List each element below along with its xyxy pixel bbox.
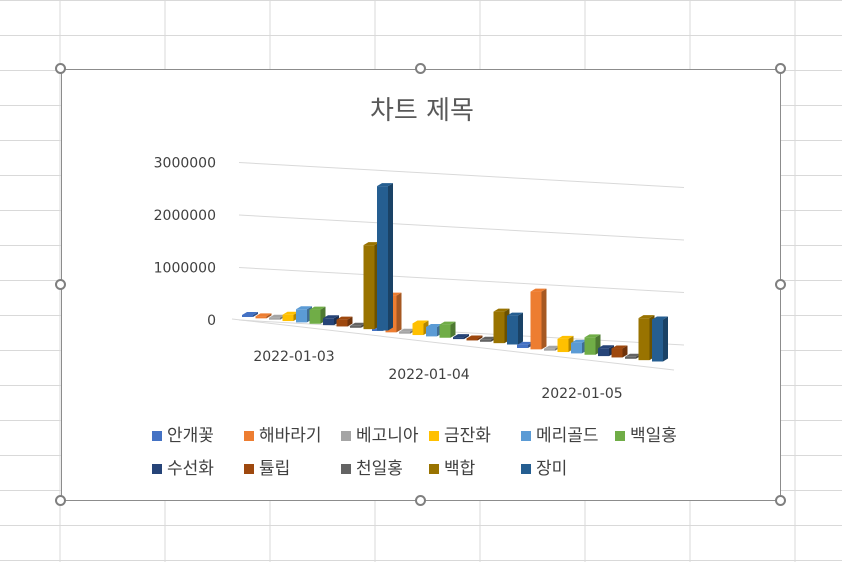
legend-entry[interactable]: 베고니아: [341, 426, 419, 446]
y-tick-label: 2000000: [154, 208, 216, 224]
legend-entry[interactable]: 해바라기: [244, 426, 322, 446]
legend-swatch: [615, 431, 625, 441]
resize-handle[interactable]: [415, 63, 426, 74]
legend-entry[interactable]: 백합: [429, 459, 476, 479]
legend-entry[interactable]: 메리골드: [521, 426, 599, 446]
legend-swatch: [429, 431, 439, 441]
legend-swatch: [244, 464, 254, 474]
bar[interactable]: [377, 183, 393, 331]
legend-label: 천일홍: [356, 459, 403, 479]
resize-handle[interactable]: [775, 279, 786, 290]
legend-entry[interactable]: 백일홍: [615, 426, 677, 446]
resize-handle[interactable]: [55, 279, 66, 290]
bar[interactable]: [336, 316, 353, 327]
bar[interactable]: [466, 335, 483, 341]
bar[interactable]: [453, 334, 469, 340]
legend-entry[interactable]: 금잔화: [429, 426, 491, 446]
resize-handle[interactable]: [415, 495, 426, 506]
legend-label: 튤립: [259, 459, 290, 479]
gridline: [238, 267, 685, 293]
legend-entry[interactable]: 안개꽃: [152, 426, 214, 446]
resize-handle[interactable]: [55, 495, 66, 506]
legend-swatch: [341, 431, 351, 441]
y-tick-label: 0: [207, 313, 216, 329]
resize-handle[interactable]: [775, 63, 786, 74]
legend-label: 메리골드: [536, 426, 599, 446]
legend-label: 수선화: [167, 459, 214, 479]
legend-swatch: [521, 464, 531, 474]
legend-label: 금잔화: [444, 426, 491, 446]
legend-swatch: [521, 431, 531, 441]
gridline: [238, 319, 685, 346]
gridline: [238, 214, 685, 241]
bar[interactable]: [439, 321, 456, 338]
resize-handle[interactable]: [55, 63, 66, 74]
gridline: [238, 162, 685, 188]
floor-edge: [231, 318, 675, 371]
chart-area[interactable]: 차트 제목 0 1000000 2000000 3000000 2022-01-03 2…: [61, 69, 781, 501]
x-tick-label: 2022-01-04: [388, 367, 469, 383]
bar[interactable]: [530, 288, 547, 350]
legend-label: 백일홍: [630, 426, 677, 446]
legend-swatch: [341, 464, 351, 474]
legend-entry[interactable]: 천일홍: [341, 459, 403, 479]
legend-swatch: [152, 431, 162, 441]
y-tick-label: 1000000: [154, 261, 216, 277]
legend-entry[interactable]: 장미: [521, 459, 567, 479]
bar[interactable]: [611, 345, 628, 358]
bar[interactable]: [652, 316, 668, 362]
y-axis-ticks: 0 1000000 2000000 3000000: [154, 156, 216, 330]
bar[interactable]: [242, 312, 258, 317]
legend-entry[interactable]: 수선화: [152, 459, 214, 479]
bar[interactable]: [507, 312, 523, 345]
legend-entry[interactable]: 튤립: [244, 459, 290, 479]
legend-swatch: [429, 464, 439, 474]
resize-handle[interactable]: [775, 495, 786, 506]
legend-label: 백합: [444, 459, 476, 479]
chart-title[interactable]: 차트 제목: [370, 96, 474, 126]
bar[interactable]: [255, 313, 272, 319]
y-tick-label: 3000000: [154, 156, 216, 172]
x-tick-label: 2022-01-03: [253, 349, 334, 365]
legend-label: 해바라기: [259, 426, 322, 446]
legend-label: 장미: [536, 459, 567, 479]
legend-swatch: [244, 431, 254, 441]
legend-label: 안개꽃: [167, 426, 214, 446]
legend-label: 베고니아: [356, 426, 419, 446]
gridlines: [231, 162, 685, 371]
x-axis-ticks: 2022-01-03 2022-01-04 2022-01-05: [253, 349, 622, 402]
bars[interactable]: [242, 183, 668, 362]
x-tick-label: 2022-01-05: [541, 386, 622, 402]
legend-swatch: [152, 464, 162, 474]
